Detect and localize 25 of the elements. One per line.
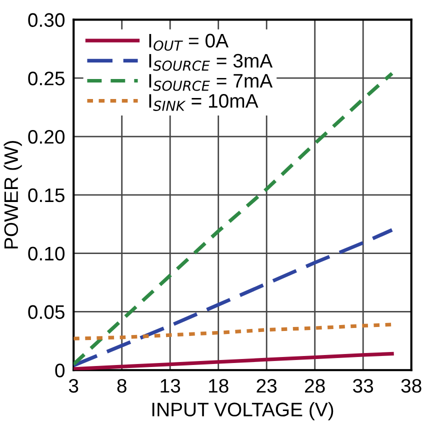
legend-label: I$_{SOURCE}$ = 3mA <box>149 54 273 71</box>
y-tick-label: 0.05 <box>28 305 64 319</box>
line-series <box>74 352 394 370</box>
x-tick-label: 38 <box>401 378 422 393</box>
legend-label: I$_{SINK}$ = 10mA <box>149 94 258 111</box>
y-tick-label: 0.25 <box>28 72 64 86</box>
x-tick-label: 18 <box>209 378 228 393</box>
x-tick-label: 23 <box>256 378 277 393</box>
y-tick-label: 0.30 <box>28 13 65 27</box>
line-series <box>74 228 394 368</box>
x-axis-title: INPUT VOLTAGE (V) <box>152 402 334 420</box>
y-tick-label: 0.20 <box>28 130 65 144</box>
y-tick-label: 0.10 <box>28 246 65 261</box>
y-tick-label: 0.15 <box>28 188 64 202</box>
x-tick-label: 3 <box>68 378 78 393</box>
y-axis-title: POWER (W) <box>4 141 22 248</box>
y-tick-label: 0 <box>55 364 65 378</box>
legend-label: I$_{SOURCE}$ = 7mA <box>149 74 273 91</box>
x-tick-label: 13 <box>160 378 180 393</box>
line-series <box>74 72 394 366</box>
legend-label: I$_{OUT}$ = 0A <box>149 34 229 51</box>
line-series <box>74 322 394 340</box>
x-tick-label: 28 <box>305 378 325 393</box>
x-tick-label: 8 <box>117 378 126 393</box>
x-tick-label: 33 <box>353 378 374 393</box>
